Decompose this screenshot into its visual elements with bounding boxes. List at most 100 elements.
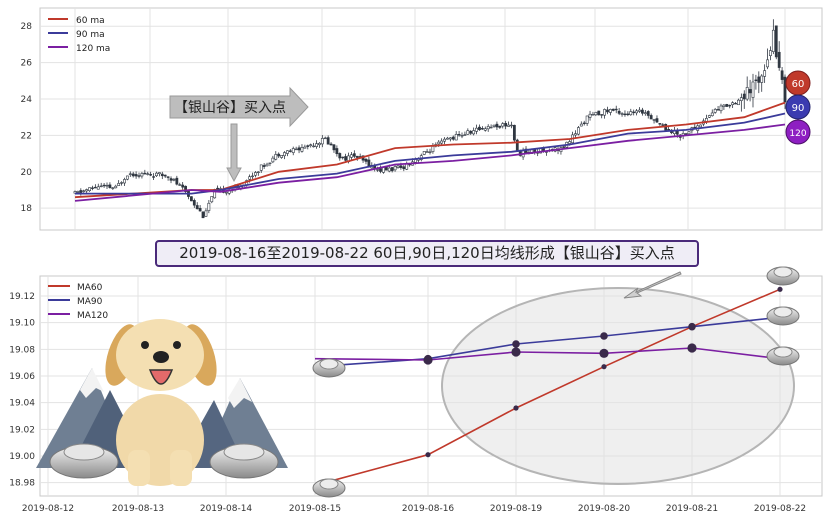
candle-body — [512, 124, 516, 141]
bot-ytick-label: 19.00 — [9, 452, 35, 462]
candle-body — [254, 172, 257, 176]
candle-body — [192, 200, 196, 206]
candle-body — [475, 127, 478, 132]
candle-body — [495, 123, 499, 128]
candle-body — [137, 175, 141, 177]
candle-body — [734, 102, 737, 105]
candle-body — [393, 166, 397, 171]
silver-ingot-icon — [766, 306, 800, 326]
pointer-arrow-icon — [623, 271, 682, 299]
candle-body — [507, 124, 510, 127]
top-ytick-label: 24 — [21, 95, 33, 105]
candle-body — [166, 176, 170, 178]
ma120-line — [314, 347, 781, 361]
candle-body — [271, 157, 275, 163]
candle-body — [131, 173, 135, 177]
candle-body — [585, 115, 589, 124]
badge-120: 120 — [789, 129, 806, 139]
candle-body — [635, 110, 638, 114]
candle-body — [667, 129, 671, 131]
candle-body — [641, 109, 644, 114]
candle-body — [123, 179, 126, 184]
candle-body — [338, 153, 342, 159]
candle-body — [303, 146, 307, 149]
candle-body — [713, 109, 717, 113]
candle-body — [451, 136, 455, 140]
bot-xtick-label: 2019-08-21 — [666, 504, 718, 514]
badge-60: 60 — [792, 79, 805, 90]
candle-body — [722, 104, 726, 107]
candle-body — [745, 87, 749, 100]
candle-body — [661, 124, 665, 126]
candle-body — [143, 172, 147, 175]
candle-body — [198, 208, 202, 212]
candle-body — [274, 154, 278, 160]
silver-ingot-icon — [766, 266, 800, 286]
candle-body — [626, 113, 630, 116]
candle-body — [774, 25, 778, 58]
candle-body — [291, 148, 295, 153]
candle-body — [300, 147, 304, 152]
candle-body — [684, 133, 688, 135]
candle-body — [91, 187, 94, 189]
candle-body — [783, 76, 787, 103]
candle-body — [105, 184, 109, 187]
candle-body — [632, 111, 636, 114]
top-ma120-line — [74, 123, 786, 202]
bot-xtick-label: 2019-08-14 — [200, 504, 253, 514]
candle-body — [189, 196, 193, 202]
bot-ytick-label: 19.10 — [9, 319, 35, 329]
candle-body — [96, 186, 100, 190]
candle-body — [480, 128, 484, 130]
candle-body — [82, 190, 86, 192]
ma90-point — [600, 332, 608, 340]
candle-body — [687, 131, 691, 135]
candle-body — [737, 99, 740, 106]
candle-body — [600, 114, 604, 116]
top-ytick-label: 28 — [21, 22, 33, 32]
candle-body — [195, 205, 199, 210]
candle-body — [288, 150, 292, 152]
candle-body — [617, 110, 621, 114]
candle-body — [725, 104, 729, 107]
candle-body — [751, 81, 755, 98]
candle-body — [649, 115, 653, 120]
candle-body — [294, 148, 298, 151]
candle-body — [402, 166, 406, 170]
ma120-point — [423, 355, 433, 365]
candle-body — [440, 140, 444, 144]
candle-body — [184, 185, 187, 192]
candle-body — [268, 162, 272, 165]
candle-body — [390, 167, 394, 172]
candle-body — [489, 126, 493, 129]
candle-body — [326, 137, 330, 145]
candle-body — [114, 185, 118, 189]
candle-body — [396, 165, 400, 168]
candle-body — [483, 128, 487, 131]
candle-body — [88, 187, 91, 192]
candle-body — [614, 108, 618, 111]
candle-body — [181, 184, 185, 188]
candle-body — [387, 167, 391, 172]
buy-point-label: 【银山谷】买入点 — [174, 100, 286, 116]
ingot-top — [773, 266, 793, 278]
candle-body — [102, 184, 106, 187]
candle-body — [760, 75, 764, 83]
candle-body — [466, 130, 470, 135]
ingot-top — [319, 478, 339, 490]
ma120-point — [599, 348, 609, 358]
candle-body — [652, 119, 656, 121]
candle-body — [710, 112, 714, 117]
bot-xtick-label: 2019-08-22 — [754, 504, 806, 514]
candle-body — [425, 151, 429, 153]
candle-body — [739, 97, 743, 101]
candle-body — [382, 167, 385, 173]
candle-body — [341, 156, 345, 159]
candle-body — [204, 210, 208, 217]
bot-xtick-label: 2019-08-20 — [578, 504, 631, 514]
legend-120ma: 120 ma — [76, 44, 110, 54]
candle-chart-frame — [39, 7, 823, 231]
bot-xtick-label: 2019-08-16 — [402, 504, 455, 514]
candle-body — [562, 146, 566, 148]
candle-body — [399, 165, 403, 168]
